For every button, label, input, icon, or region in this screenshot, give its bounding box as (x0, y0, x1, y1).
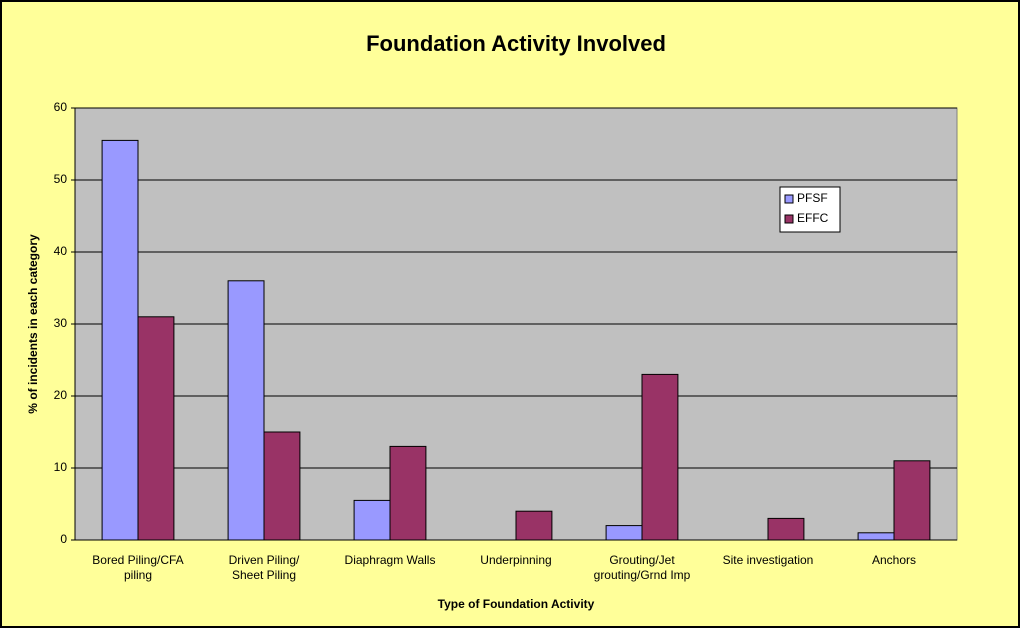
y-axis-label: % of incidents in each category (26, 234, 40, 414)
y-tick-label: 40 (54, 244, 68, 258)
y-tick-label: 20 (54, 388, 68, 402)
x-tick-label: Site investigation (722, 553, 814, 567)
x-tick-label: Underpinning (480, 553, 552, 567)
x-tick-label: Anchors (871, 553, 917, 567)
bar (353, 499, 391, 541)
y-tick-label: 60 (54, 100, 68, 114)
y-tick-label: 10 (54, 460, 68, 474)
legend-label: EFFC (797, 211, 829, 225)
bar (515, 510, 553, 541)
bar (605, 525, 643, 541)
bar (857, 532, 895, 541)
bar (893, 460, 931, 541)
y-tick-label: 0 (60, 532, 67, 546)
legend-swatch (784, 194, 794, 204)
bar (137, 316, 175, 541)
x-axis-label: Type of Foundation Activity (438, 597, 595, 611)
bar (767, 517, 805, 541)
bar (101, 139, 139, 541)
legend-label: PFSF (797, 191, 828, 205)
bar (263, 431, 301, 541)
x-tick-label: Grouting/Jet grouting/Grnd Imp (593, 553, 691, 582)
x-tick-label: Bored Piling/CFA piling (92, 553, 184, 582)
chart-title: Foundation Activity Involved (366, 31, 666, 56)
bar (389, 445, 427, 541)
bar (227, 280, 265, 541)
x-tick-label: Diaphragm Walls (344, 553, 436, 567)
y-tick-label: 30 (54, 316, 68, 330)
x-tick-label: Driven Piling/ Sheet Piling (228, 553, 300, 582)
bar (641, 373, 679, 541)
legend-swatch (784, 214, 794, 224)
y-tick-label: 50 (54, 172, 68, 186)
